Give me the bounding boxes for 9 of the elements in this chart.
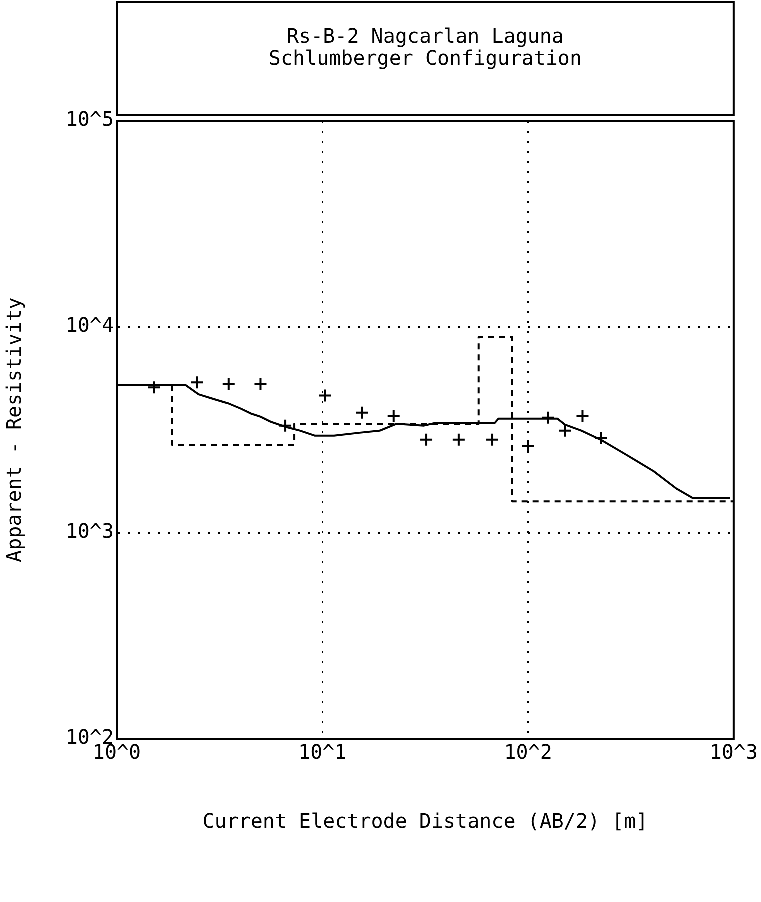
y-tick-label: 10^3 [66, 519, 114, 544]
chart-title: Rs-B-2 Nagcarlan Laguna Schlumberger Configuration [268, 24, 582, 70]
x-tick-label: 10^3 [710, 740, 758, 764]
x-tick-label: 10^1 [298, 740, 347, 764]
x-axis-title: Current Electrode Distance (AB/2) [m] [202, 809, 648, 834]
x-tick-label: 10^2 [504, 740, 552, 764]
y-axis-title: Apparent - Resistivity [2, 298, 26, 562]
y-tick-label: 10^4 [66, 313, 114, 338]
y-tick-label: 10^5 [66, 107, 114, 132]
